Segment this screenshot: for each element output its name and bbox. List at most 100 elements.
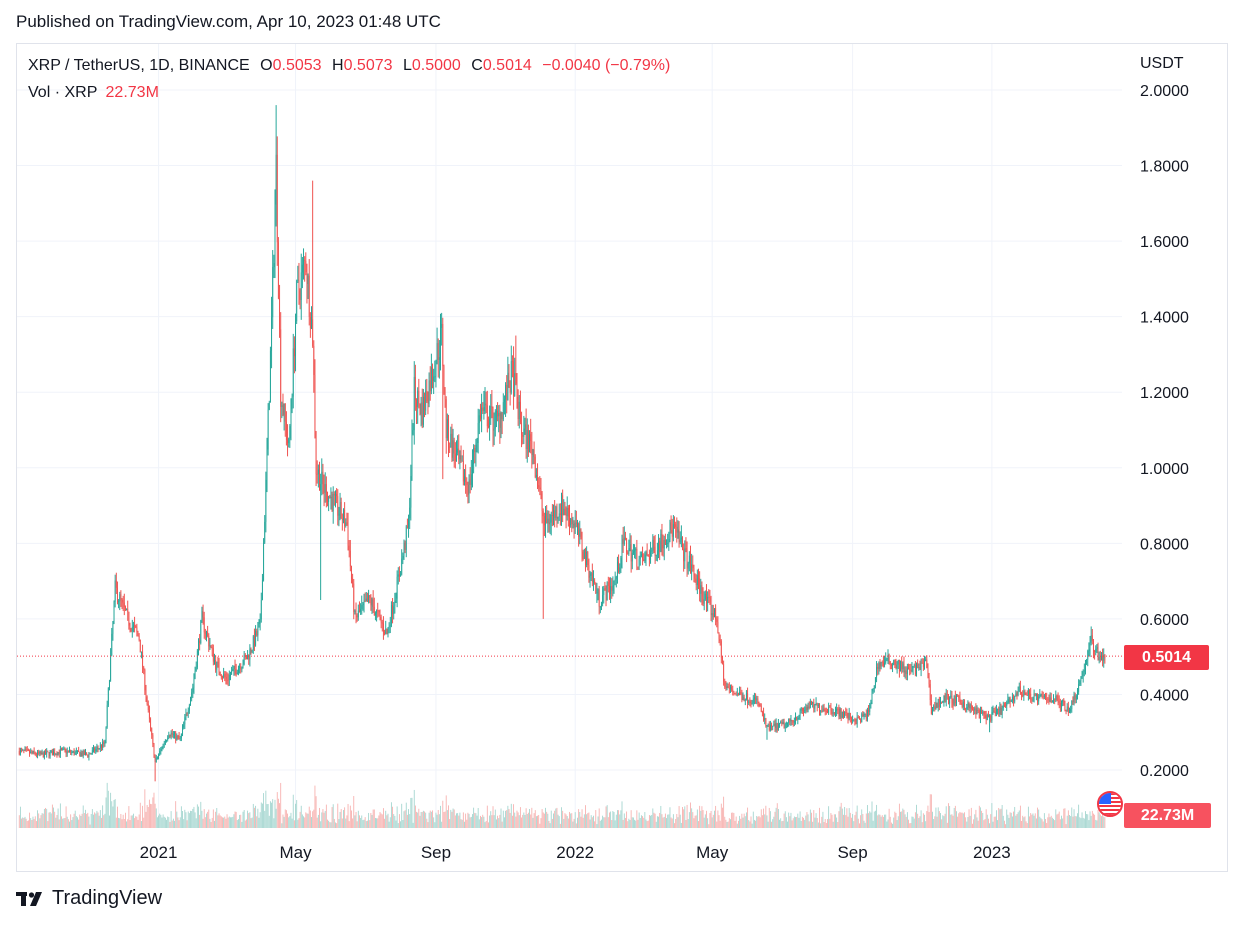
currency-label[interactable]: USDT [1140,55,1184,72]
volume-bar [58,819,60,828]
candle-body [811,701,812,704]
candle-body [180,733,182,739]
candle-body [763,712,765,721]
candle-body [371,599,373,606]
candle-body [667,543,669,544]
volume-bar [916,804,917,828]
candle-body [210,645,212,647]
candle-body [640,554,642,556]
volume-bar [1057,813,1059,828]
volume-bar [598,808,600,828]
volume-bar [1059,819,1061,828]
volume-bar [914,812,916,828]
candle-body [192,687,194,693]
volume-bar [143,817,145,828]
candle-body [1007,699,1009,703]
volume-bar [540,818,542,828]
candle-body [441,323,443,328]
candle-body [398,574,400,577]
candle-body [849,712,851,719]
high-value: 0.5073 [343,57,393,74]
candle-body [715,608,717,620]
us-flag-icon[interactable] [1097,791,1123,817]
candle-body [846,712,848,718]
candle-body [841,711,843,718]
volume-bar [597,816,599,828]
volume-bar [480,815,481,828]
volume-bar [614,820,616,828]
candle-body [815,702,817,706]
candle-body [57,752,59,756]
volume-bar [555,808,557,828]
candle-body [619,567,621,572]
volume-bar [284,809,286,828]
candle-body [901,661,903,670]
candle-body [902,663,904,670]
volume-bar [646,821,648,828]
candle-body [1097,647,1099,661]
volume-bar [638,812,640,828]
volume-bar [1102,814,1104,828]
candle-body [658,540,659,551]
candle-body [613,580,615,586]
volume-bar [93,814,94,828]
volume-bar [424,811,425,828]
candle-body [742,696,744,701]
candle-body [866,709,868,720]
candle-body [166,739,167,741]
volume-bar [569,811,570,828]
candle-body [446,419,448,439]
candle-body [73,750,75,755]
candle-body [1002,705,1004,708]
candle-body [1098,656,1100,661]
candle-body [957,696,959,697]
candle-body [1073,694,1075,702]
candle-body [663,539,665,549]
candle-body [338,514,340,516]
volume-bar [72,817,74,828]
candle-body [573,523,575,528]
y-tick-label: 1.6000 [1140,234,1189,251]
candle-body [865,713,867,720]
candle-body [783,722,785,729]
volume-bar [940,813,941,828]
volume-bar [66,816,68,828]
candle-body [950,695,952,698]
candle-body [796,716,798,720]
last-price-badge: 0.5014 [1124,645,1209,670]
volume-bar [655,821,657,828]
candle-body [1083,670,1085,672]
candle-body [451,433,453,458]
volume-bar [905,816,907,828]
candle-body [788,718,790,723]
candle-body [465,476,467,483]
candle-body [346,522,348,525]
candle-body [723,664,725,682]
volume-bar [557,814,559,828]
volume-bar [611,820,613,828]
candle-body [753,697,755,699]
candle-body [381,622,383,624]
volume-bar [791,820,793,828]
volume-bar [942,815,944,828]
candle-body [143,667,145,670]
candle-body [1006,702,1008,707]
volume-bar [589,819,591,828]
candle-body [425,390,427,411]
volume-bar [1070,816,1072,828]
volume-bar [47,821,49,828]
volume-bar [206,813,207,828]
volume-bar [831,814,833,828]
volume-bar [325,804,327,828]
chart-frame [16,43,1228,872]
candle-body [59,749,61,755]
volume-bar [861,809,863,828]
volume-bar [373,809,375,828]
candle-body [445,399,447,439]
volume-bar [386,815,388,828]
tradingview-brand[interactable]: TradingView [16,887,162,910]
tradingview-logo-icon [16,890,46,908]
volume-bar [934,816,936,828]
candle-body [949,697,951,704]
